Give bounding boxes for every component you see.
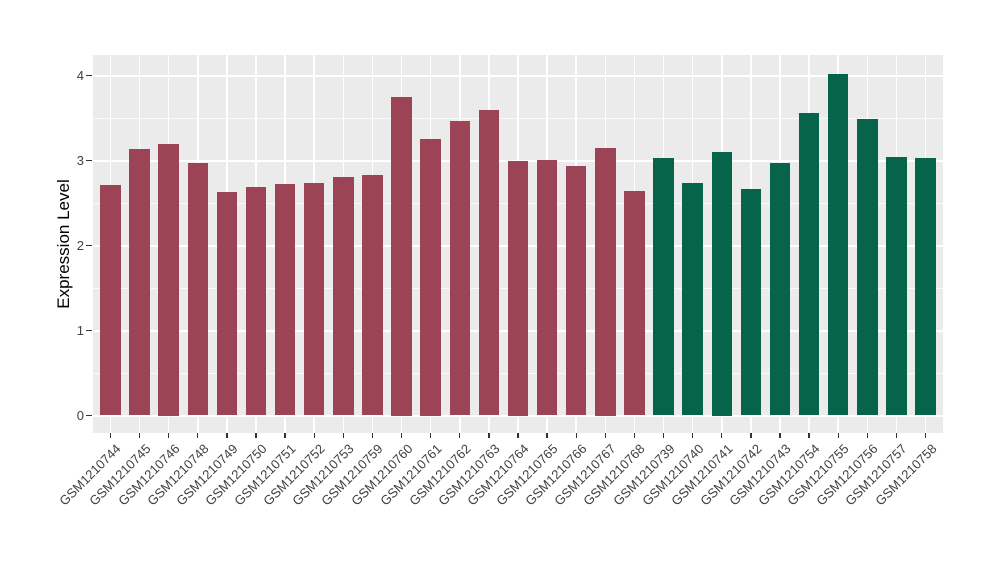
bar-GSM1210744 (100, 185, 121, 416)
bar-GSM1210758 (915, 157, 936, 416)
x-tick-mark (284, 433, 286, 438)
bar-GSM1210740 (682, 182, 703, 416)
bar-GSM1210756 (857, 118, 878, 416)
bar-GSM1210753 (333, 176, 354, 416)
x-tick-mark (109, 433, 112, 438)
x-tick-mark (895, 433, 898, 438)
x-tick-mark (488, 433, 490, 438)
x-tick-mark (808, 433, 810, 438)
plot-panel (93, 55, 943, 433)
x-tick-mark (692, 433, 694, 438)
bar-GSM1210746 (158, 143, 179, 416)
x-tick-mark (313, 433, 315, 438)
bar-GSM1210748 (187, 163, 208, 416)
gridline-major (93, 414, 943, 417)
bar-GSM1210752 (304, 183, 325, 416)
x-tick-mark (662, 433, 665, 438)
x-tick-mark (546, 433, 548, 438)
bar-GSM1210750 (245, 186, 267, 416)
bar-GSM1210743 (769, 163, 791, 416)
x-tick-mark (168, 433, 170, 438)
y-tick-label: 4 (76, 67, 84, 83)
y-tick-mark (86, 329, 92, 332)
x-tick-mark (197, 433, 199, 438)
bar-GSM1210739 (653, 157, 674, 416)
bar-GSM1210765 (536, 159, 558, 416)
y-tick-label: 3 (76, 152, 84, 168)
y-tick-mark (86, 159, 92, 162)
bar-GSM1210761 (420, 139, 441, 416)
bar-GSM1210766 (566, 165, 587, 416)
bar-GSM1210755 (828, 73, 849, 416)
bar-GSM1210768 (624, 191, 645, 416)
x-tick-mark (924, 433, 927, 438)
bar-GSM1210742 (740, 188, 762, 416)
x-tick-mark (779, 433, 781, 438)
x-tick-mark (866, 433, 868, 438)
x-tick-mark (459, 433, 461, 438)
x-tick-mark (226, 433, 228, 438)
y-tick-label: 0 (76, 407, 84, 423)
x-tick-mark (633, 433, 636, 438)
y-tick-label: 1 (76, 322, 84, 338)
bar-GSM1210754 (798, 112, 820, 416)
x-tick-mark (837, 433, 839, 438)
y-tick-label: 2 (76, 237, 84, 253)
x-tick-mark (255, 433, 257, 438)
bar-GSM1210757 (886, 157, 907, 416)
bar-GSM1210745 (129, 148, 150, 416)
bar-GSM1210749 (216, 191, 238, 416)
x-tick-mark (342, 433, 344, 438)
x-tick-mark (604, 433, 606, 438)
bar-GSM1210767 (595, 147, 616, 416)
bar-GSM1210759 (362, 174, 383, 416)
x-tick-mark (371, 433, 374, 438)
y-tick-mark (86, 414, 92, 417)
bar-GSM1210764 (507, 160, 529, 416)
bar-GSM1210762 (449, 120, 470, 416)
x-tick-mark (721, 433, 723, 438)
y-tick-mark (86, 74, 92, 77)
x-tick-mark (138, 433, 141, 438)
bar-GSM1210741 (711, 152, 732, 416)
gridline-major (93, 74, 943, 77)
bar-GSM1210760 (391, 96, 412, 416)
x-tick-mark (430, 433, 432, 438)
bar-GSM1210763 (478, 110, 500, 416)
x-tick-mark (575, 433, 577, 438)
x-tick-mark (400, 433, 403, 438)
y-tick-mark (86, 244, 92, 247)
x-tick-mark (517, 433, 519, 438)
bar-GSM1210751 (274, 184, 296, 416)
x-tick-mark (750, 433, 752, 438)
gridline-minor (93, 117, 943, 119)
